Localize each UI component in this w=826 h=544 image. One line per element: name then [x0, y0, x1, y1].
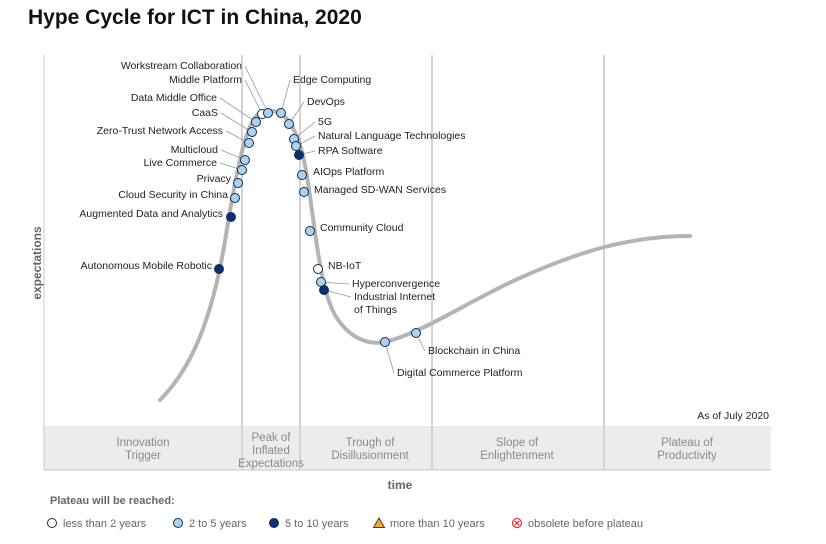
tech-marker[interactable] — [230, 193, 240, 203]
tech-label: Zero-Trust Network Access — [97, 125, 223, 137]
tech-label: Edge Computing — [293, 74, 371, 86]
leader-line — [220, 112, 253, 133]
tech-label: AIOps Platform — [313, 166, 384, 178]
tech-label: Blockchain in China — [428, 345, 520, 357]
legend-marker — [173, 518, 183, 528]
phase-label: Peak of Inflated Expectations — [238, 432, 304, 470]
tech-marker[interactable] — [276, 108, 286, 118]
tech-label: CaaS — [192, 107, 218, 119]
legend-marker — [269, 518, 279, 528]
tech-marker[interactable] — [313, 264, 323, 274]
tech-label: DevOps — [307, 96, 345, 108]
tech-label: Live Commerce — [143, 157, 217, 169]
tech-marker[interactable] — [251, 117, 261, 127]
leader-line — [384, 341, 395, 374]
tech-label: Cloud Security in China — [118, 189, 228, 201]
tech-label: Autonomous Mobile Robotic — [81, 260, 212, 272]
tech-marker[interactable] — [237, 165, 247, 175]
legend-label: 2 to 5 years — [189, 518, 247, 530]
tech-label: Multicloud — [171, 144, 218, 156]
leader-line — [244, 65, 269, 114]
legend-marker — [372, 517, 386, 528]
tech-marker[interactable] — [214, 264, 224, 274]
as-of-date: As of July 2020 — [697, 410, 769, 422]
phase-label: Slope of Enlightenment — [480, 437, 554, 462]
tech-label: Industrial Internet of Things — [354, 291, 435, 316]
chart-title: Hype Cycle for ICT in China, 2020 — [28, 6, 362, 29]
tech-marker[interactable] — [411, 328, 421, 338]
legend-label: 5 to 10 years — [285, 518, 349, 530]
phase-dividers — [241, 55, 605, 470]
tech-marker[interactable] — [240, 155, 250, 165]
tech-label: Digital Commerce Platform — [397, 367, 523, 379]
tech-marker[interactable] — [244, 138, 254, 148]
leader-line — [219, 97, 257, 123]
tech-marker[interactable] — [305, 226, 315, 236]
legend-label: obsolete before plateau — [528, 518, 643, 530]
phase-label: Innovation Trigger — [116, 437, 169, 462]
tech-label: Privacy — [197, 173, 232, 185]
tech-marker[interactable] — [263, 108, 273, 118]
label-leaders — [219, 65, 426, 374]
tech-marker[interactable] — [294, 150, 304, 160]
phase-label: Plateau of Productivity — [657, 437, 717, 462]
leader-line — [244, 79, 263, 115]
tech-marker[interactable] — [297, 170, 307, 180]
leader-line — [280, 79, 291, 114]
y-axis-label: expectations — [30, 226, 44, 300]
tech-label: Data Middle Office — [131, 92, 217, 104]
tech-label: NB-IoT — [328, 260, 362, 272]
legend-marker — [47, 518, 57, 528]
x-axis-label: time — [388, 478, 413, 492]
tech-label: Workstream Collaboration — [121, 60, 242, 72]
tech-marker[interactable] — [380, 337, 390, 347]
tech-label: Middle Platform — [169, 74, 242, 86]
tech-marker[interactable] — [226, 212, 236, 222]
legend-label: more than 10 years — [390, 518, 485, 530]
tech-label: Hyperconvergence — [352, 278, 440, 290]
hype-curve — [158, 108, 692, 402]
tech-label: 5G — [318, 116, 332, 128]
tech-label: Community Cloud — [320, 222, 404, 234]
tech-marker[interactable] — [284, 119, 294, 129]
tech-marker[interactable] — [319, 285, 329, 295]
legend: less than 2 years 2 to 5 years 5 to 10 yea… — [47, 517, 643, 530]
tech-marker[interactable] — [247, 127, 257, 137]
tech-marker[interactable] — [299, 187, 309, 197]
tech-marker[interactable] — [233, 178, 243, 188]
legend-label: less than 2 years — [63, 518, 147, 530]
tech-label: RPA Software — [318, 145, 383, 157]
tech-label: Natural Language Technologies — [318, 130, 466, 142]
technology-markers — [214, 108, 421, 347]
tech-label: Managed SD-WAN Services — [314, 184, 446, 196]
phase-band — [44, 426, 771, 470]
legend-title: Plateau will be reached: — [50, 495, 175, 507]
tech-marker[interactable] — [291, 141, 301, 151]
legend-marker — [514, 520, 520, 526]
technology-labels: Autonomous Mobile Robotic Augmented Data … — [79, 60, 522, 379]
phase-label: Trough of Disillusionment — [331, 437, 409, 462]
tech-label: Augmented Data and Analytics — [79, 208, 223, 220]
phase-labels: Innovation Trigger Peak of Inflated Expectat… — [116, 432, 717, 470]
